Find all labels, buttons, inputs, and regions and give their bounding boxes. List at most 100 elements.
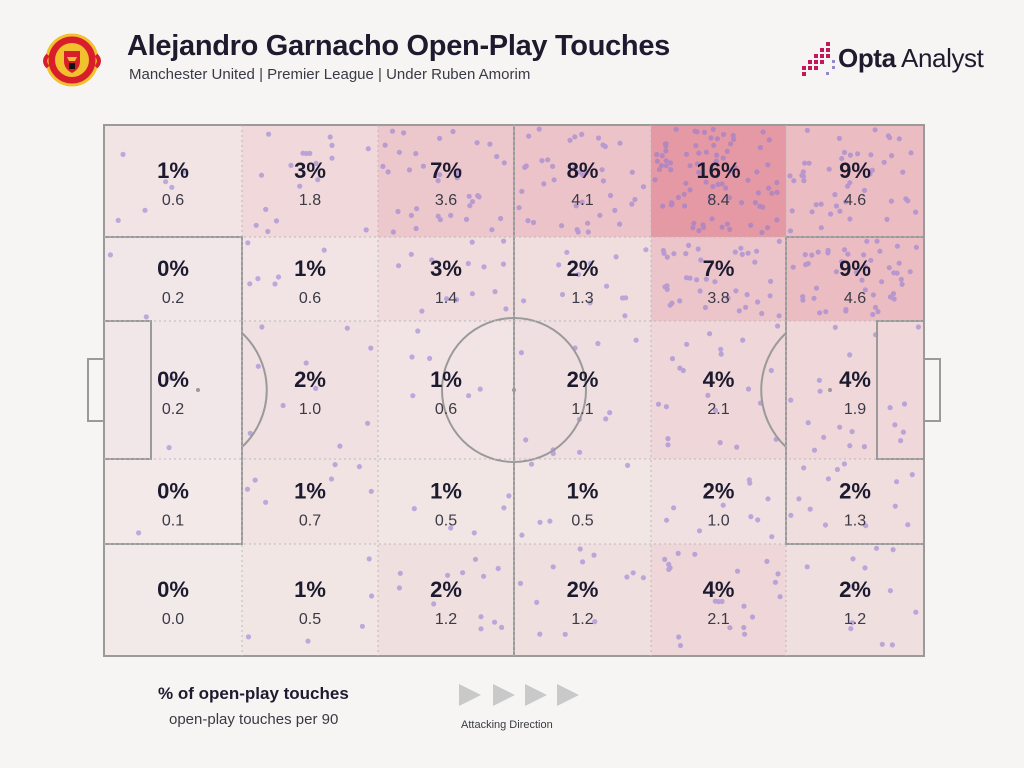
touch-dot [816,377,823,383]
touch-dot [454,175,460,181]
cell-per90-label: 1.3 [571,290,593,307]
touch-dot [879,641,885,647]
touch-dot [671,251,677,257]
touch-dot [776,313,782,319]
touch-dot [806,160,812,166]
touch-dot [469,239,475,245]
touch-dot [659,153,665,159]
touch-dot [259,324,265,330]
touch-dot [469,199,476,205]
touch-dot [368,488,374,494]
touch-dot [693,143,699,149]
touch-dot [870,292,877,298]
touch-dot [305,638,311,644]
touch-dot [572,165,578,171]
touch-dot [632,196,638,203]
touch-dot [575,229,581,235]
touch-dot [841,247,848,253]
touch-dot [839,259,845,265]
touch-dot [905,522,911,528]
touch-dot [759,310,765,317]
touch-dot [703,149,710,155]
cell-percentage-label: 3% [294,158,326,183]
touch-dot [686,242,692,248]
touch-dot [365,420,371,426]
touch-dot [677,298,683,304]
touch-dot [471,530,477,536]
touch-dot [396,149,402,155]
touch-dot [595,340,601,347]
cell-per90-label: 0.2 [162,401,184,418]
touch-dot [695,246,701,252]
touch-dot [849,583,855,590]
touch-dot [841,149,848,155]
touch-dot [711,142,717,148]
touch-dot [776,238,782,244]
heatmap-cell [378,237,514,321]
attacking-direction-label: Attacking Direction [461,719,553,731]
touch-dot [894,270,900,276]
touch-dot [884,216,890,222]
touch-dot [873,545,880,551]
touch-dot [579,131,585,137]
cell-per90-label: 1.9 [844,401,866,418]
touch-dot [881,159,887,165]
touch-dot [825,476,832,482]
heatmap-cell [514,125,651,237]
touch-dot [677,365,683,371]
touch-dot [739,200,745,206]
touch-dot [801,178,807,184]
touch-dot [572,134,578,140]
touch-dot [252,477,258,483]
touch-dot [450,128,456,135]
touch-dot [754,248,760,254]
touch-dot [640,184,647,190]
right-penalty-arc [760,332,787,448]
touch-dot [478,626,484,632]
touch-dot [579,199,585,205]
touch-dot [826,166,832,172]
heatmap-cell [786,544,924,656]
touch-dot [595,135,602,141]
touch-dot [862,565,868,571]
heatmap-cell [378,544,514,656]
cell-per90-label: 0.5 [299,611,321,628]
touch-dot [547,518,553,524]
touch-dot [714,136,721,142]
touch-dot [690,225,696,231]
touch-dot [687,163,693,169]
touch-dot [726,195,733,201]
touch-dot [297,183,303,189]
touch-dot [772,579,779,585]
touch-dot [738,245,744,251]
touch-dot [419,308,425,314]
touch-dot [822,522,829,528]
touch-dot [660,247,667,254]
touch-dot [409,354,415,360]
cell-percentage-label: 7% [703,256,735,281]
touch-dot [825,250,831,256]
heatmap-cell [651,237,786,321]
touch-dot [329,142,335,148]
cell-percentage-label: 0% [157,367,189,392]
touch-dot [818,225,824,231]
touch-dot [525,218,531,224]
touch-dot [585,229,591,235]
touch-dot [862,264,869,270]
touch-dot [796,496,802,502]
touch-dot [697,288,703,294]
touch-dot [245,634,252,640]
touch-dot [742,631,748,637]
touch-dot [478,614,484,620]
cell-percentage-label: 1% [430,367,462,392]
touch-dot [731,136,737,142]
touch-dot [909,472,915,478]
touch-dot [887,294,894,300]
touch-dot [288,162,294,168]
touch-dot [624,574,630,580]
touch-dot [613,254,619,260]
touch-dot [728,141,734,147]
touch-dot [765,162,771,168]
touch-dot [741,603,747,609]
cell-per90-label: 2.1 [707,611,729,628]
